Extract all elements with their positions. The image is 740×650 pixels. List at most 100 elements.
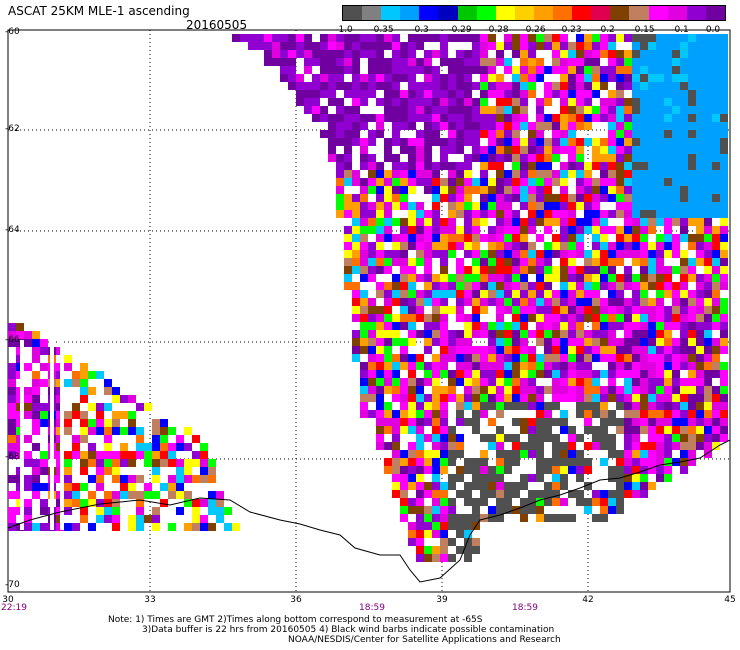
ice-pixel — [344, 90, 352, 98]
ice-pixel — [560, 42, 568, 50]
ice-pixel — [88, 499, 96, 507]
ice-pixel — [696, 242, 704, 250]
ice-pixel — [480, 178, 488, 186]
ice-pixel — [568, 82, 576, 90]
ice-pixel — [512, 442, 520, 450]
ice-pixel — [712, 298, 720, 306]
ice-pixel — [656, 450, 664, 458]
ice-pixel — [344, 170, 352, 178]
ice-pixel — [440, 122, 448, 130]
ice-pixel — [616, 202, 624, 210]
ice-pixel — [360, 346, 368, 354]
ice-pixel — [368, 346, 376, 354]
ice-pixel — [400, 202, 408, 210]
ice-pixel — [624, 242, 632, 250]
ice-pixel — [432, 442, 440, 450]
ice-pixel — [472, 130, 480, 138]
ice-pixel — [640, 322, 648, 330]
ice-pixel — [376, 330, 384, 338]
ice-pixel — [424, 34, 432, 42]
ice-pixel — [568, 194, 576, 202]
ice-pixel — [376, 258, 384, 266]
ice-pixel — [632, 226, 640, 234]
ice-pixel — [424, 210, 432, 218]
ice-pixel — [512, 130, 520, 138]
ice-pixel — [72, 483, 80, 491]
ice-pixel — [576, 362, 584, 370]
ice-pixel — [512, 490, 520, 498]
ice-pixel — [440, 506, 448, 514]
ice-pixel — [144, 515, 152, 523]
ice-pixel — [600, 370, 608, 378]
ice-pixel — [160, 427, 168, 435]
ice-pixel — [8, 387, 16, 395]
ice-pixel — [672, 194, 680, 202]
ice-pixel — [80, 387, 88, 395]
ice-pixel — [24, 339, 32, 347]
ice-pixel — [360, 274, 368, 282]
ice-pixel — [464, 58, 472, 66]
ice-pixel — [432, 66, 440, 74]
ice-pixel — [408, 474, 416, 482]
ice-pixel — [552, 338, 560, 346]
ice-pixel — [664, 170, 672, 178]
ice-pixel — [544, 90, 552, 98]
ice-pixel — [208, 499, 216, 507]
ice-pixel — [432, 522, 440, 530]
ice-pixel — [720, 138, 728, 146]
ice-pixel — [464, 314, 472, 322]
ice-pixel — [664, 146, 672, 154]
ice-pixel — [672, 202, 680, 210]
ice-pixel — [184, 427, 192, 435]
ice-pixel — [464, 338, 472, 346]
ice-pixel — [568, 242, 576, 250]
ice-pixel — [584, 186, 592, 194]
ice-pixel — [528, 402, 536, 410]
ice-pixel — [536, 282, 544, 290]
ice-pixel — [592, 386, 600, 394]
ice-pixel — [576, 346, 584, 354]
ice-pixel — [448, 450, 456, 458]
ice-pixel — [632, 258, 640, 266]
ice-pixel — [344, 242, 352, 250]
ice-pixel — [584, 458, 592, 466]
ice-pixel — [472, 106, 480, 114]
ice-pixel — [616, 146, 624, 154]
ice-pixel — [584, 354, 592, 362]
ice-pixel — [648, 50, 656, 58]
ice-pixel — [648, 242, 656, 250]
ice-pixel — [128, 523, 136, 531]
ice-pixel — [416, 482, 424, 490]
ice-pixel — [112, 427, 120, 435]
ice-pixel — [616, 90, 624, 98]
ice-pixel — [480, 474, 488, 482]
ice-pixel — [368, 394, 376, 402]
ice-pixel — [680, 34, 688, 42]
time-label-right: 18:59 — [512, 603, 538, 613]
ice-pixel — [448, 354, 456, 362]
ice-pixel — [400, 98, 408, 106]
ice-pixel — [368, 170, 376, 178]
ice-pixel — [704, 82, 712, 90]
ice-pixel — [456, 114, 464, 122]
ice-pixel — [416, 506, 424, 514]
ice-pixel — [432, 194, 440, 202]
ice-pixel — [368, 66, 376, 74]
ice-pixel — [656, 146, 664, 154]
ice-pixel — [152, 491, 160, 499]
ice-pixel — [480, 82, 488, 90]
ice-pixel — [360, 82, 368, 90]
ice-pixel — [592, 298, 600, 306]
ice-pixel — [456, 178, 464, 186]
plot-frame — [7, 29, 731, 593]
ice-pixel — [664, 250, 672, 258]
ice-pixel — [368, 154, 376, 162]
ice-pixel — [640, 122, 648, 130]
ice-pixel — [688, 370, 696, 378]
ice-pixel — [592, 266, 600, 274]
ice-pixel — [616, 34, 624, 42]
ice-pixel — [608, 378, 616, 386]
ice-pixel — [648, 106, 656, 114]
ice-pixel — [448, 234, 456, 242]
ice-pixel — [576, 178, 584, 186]
